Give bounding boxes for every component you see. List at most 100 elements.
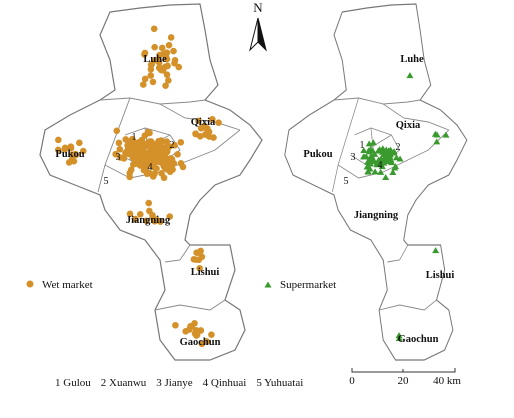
wet-market — [182, 328, 189, 335]
district-label: Pukou — [55, 149, 84, 160]
supermarket — [364, 168, 372, 175]
wet-market — [166, 213, 174, 220]
wet-market — [175, 63, 183, 71]
wet-market — [155, 59, 163, 66]
wet-market — [197, 247, 204, 255]
wet-market — [76, 139, 83, 147]
supermarket — [366, 157, 374, 164]
district-label: Lishui — [191, 267, 220, 278]
scale-label: 0 — [349, 375, 355, 387]
wet-market — [159, 50, 167, 58]
district-number: 5 — [104, 176, 109, 187]
wet-market — [174, 151, 181, 158]
district-number: 4 — [148, 162, 153, 173]
supermarket — [442, 131, 450, 138]
wet-market — [134, 151, 141, 159]
wet-market — [141, 132, 149, 139]
supermarket — [380, 159, 388, 166]
wet-market — [150, 141, 158, 148]
wet-market — [113, 127, 121, 135]
wet-market — [161, 63, 169, 71]
wet-market — [137, 211, 144, 218]
legend-label: Wet market — [42, 279, 93, 291]
wet-market — [131, 159, 138, 167]
wet-market — [140, 81, 147, 88]
scale-label: 40 km — [433, 375, 461, 387]
wet-market — [147, 65, 155, 73]
wet-market — [197, 124, 205, 132]
wet-market — [170, 47, 177, 55]
supermarket — [377, 168, 385, 175]
supermarket — [264, 281, 272, 288]
wet-market — [139, 159, 146, 166]
wet-market — [166, 143, 173, 150]
wet-market — [141, 49, 149, 57]
wet-market — [162, 82, 169, 89]
key-label: 5 Yuhuatai — [256, 377, 303, 389]
wet-market — [153, 152, 161, 160]
wet-market — [158, 169, 165, 177]
wet-market — [55, 136, 62, 144]
supermarket — [391, 162, 399, 169]
supermarket — [389, 168, 397, 175]
wet-market — [122, 149, 129, 157]
wet-market — [61, 144, 69, 152]
north-arrow: N — [249, 0, 267, 52]
wet-market — [151, 43, 158, 51]
wet-market — [112, 150, 119, 158]
wet-market — [147, 72, 155, 79]
wet-market — [153, 216, 160, 223]
district-label: Luhe — [143, 54, 167, 65]
wet-market — [149, 78, 157, 86]
district-label: Qixia — [396, 120, 421, 131]
district-number: 2 — [170, 140, 175, 151]
legend-label: Supermarket — [280, 279, 336, 291]
key-label: 3 Jianye — [156, 377, 192, 389]
wet-market — [159, 154, 166, 162]
wet-market — [79, 147, 87, 155]
wet-market — [139, 146, 147, 154]
wet-market — [177, 139, 185, 146]
wet-market — [116, 145, 124, 153]
wet-market — [192, 256, 200, 263]
district-number: 3 — [351, 152, 356, 163]
wet-market — [208, 331, 215, 339]
supermarket — [382, 174, 390, 181]
map-right-outline — [284, 3, 468, 361]
wet-market — [163, 159, 170, 167]
supermarket — [406, 72, 414, 79]
supermarket — [433, 138, 441, 145]
supermarket — [360, 147, 368, 154]
wet-market — [157, 137, 165, 144]
wet-market — [149, 173, 157, 180]
wet-market — [124, 142, 131, 149]
district-number: 1 — [360, 140, 365, 151]
wet-market — [169, 166, 176, 173]
district-number: 1 — [132, 132, 137, 143]
supermarket — [384, 150, 392, 157]
wet-market — [165, 41, 173, 49]
wet-market — [192, 130, 199, 138]
district-label: Lishui — [426, 270, 455, 281]
wet-market — [145, 199, 153, 207]
supermarket — [360, 153, 368, 160]
district-number: 3 — [116, 152, 121, 163]
wet-market — [143, 217, 150, 225]
district-label: Gaochun — [180, 337, 221, 348]
wet-market — [205, 133, 213, 140]
supermarket — [369, 139, 377, 146]
supermarket — [433, 131, 441, 138]
district-label: Jiangning — [126, 215, 171, 226]
wet-market — [150, 25, 158, 33]
wet-market — [141, 153, 149, 161]
key-label: 1 Gulou — [55, 377, 91, 389]
wet-market — [163, 138, 171, 145]
supermarket — [396, 155, 404, 162]
key-label: 2 Xuanwu — [101, 377, 147, 389]
scale-bar — [351, 368, 456, 373]
supermarket — [390, 149, 398, 156]
supermarket — [373, 161, 381, 168]
wet-market — [167, 34, 175, 41]
wet-market — [208, 115, 216, 123]
